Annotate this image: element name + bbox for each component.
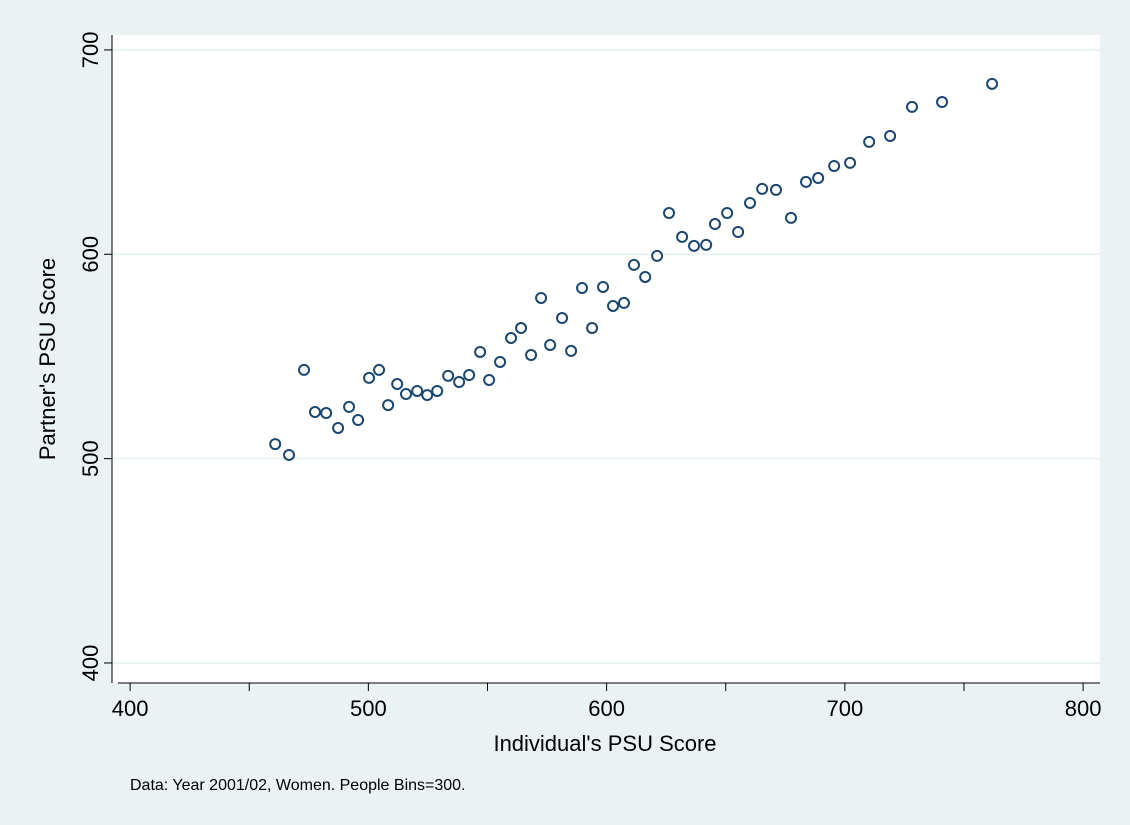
point [700, 238, 713, 251]
note: Data: Year 2001/02, Women. People Bins=3… [130, 777, 466, 794]
point [663, 206, 676, 219]
point [535, 292, 548, 305]
point [732, 225, 745, 238]
y-tick-label: 400 [78, 645, 103, 682]
x-tick-label: 800 [1065, 696, 1102, 721]
point [651, 249, 664, 262]
x-tick-label: 400 [112, 696, 149, 721]
point [474, 345, 487, 358]
point [576, 281, 589, 294]
point [565, 344, 578, 357]
point [363, 371, 376, 384]
point [269, 438, 282, 451]
point [744, 196, 757, 209]
point [769, 183, 782, 196]
point [676, 230, 689, 243]
point [391, 378, 404, 391]
point [431, 384, 444, 397]
point [627, 258, 640, 271]
point [586, 322, 599, 335]
point [688, 239, 701, 252]
point [515, 322, 528, 335]
point [756, 182, 769, 195]
point [906, 100, 919, 113]
point [399, 388, 412, 401]
point [382, 399, 395, 412]
x-tick-label: 700 [826, 696, 863, 721]
point [639, 270, 652, 283]
point [463, 369, 476, 382]
point [597, 280, 610, 293]
point [411, 384, 424, 397]
point [884, 129, 897, 142]
point [844, 156, 857, 169]
point [332, 421, 345, 434]
point [721, 206, 734, 219]
point [544, 339, 557, 352]
point [607, 299, 620, 312]
point [343, 400, 356, 413]
point [556, 312, 569, 325]
y-tick-label: 500 [78, 440, 103, 477]
point [812, 172, 825, 185]
point [505, 332, 518, 345]
point [298, 363, 311, 376]
point [828, 159, 841, 172]
y-axis-label: Partner's PSU Score [35, 258, 60, 460]
point [800, 175, 813, 188]
point [863, 135, 876, 148]
point [352, 413, 365, 426]
point [320, 407, 333, 420]
point [421, 389, 434, 402]
y-tick-label: 600 [78, 236, 103, 273]
plot-area [112, 35, 1100, 683]
point [494, 355, 507, 368]
point [453, 375, 466, 388]
point [308, 406, 321, 419]
point [784, 211, 797, 224]
x-tick-label: 600 [588, 696, 625, 721]
point [283, 448, 296, 461]
point [373, 363, 386, 376]
x-tick-label: 500 [350, 696, 387, 721]
point [483, 373, 496, 386]
point [986, 77, 999, 90]
x-axis-label: Individual's PSU Score [493, 731, 716, 756]
point [708, 218, 721, 231]
point [442, 369, 455, 382]
point [525, 349, 538, 362]
y-tick-label: 700 [78, 32, 103, 69]
point [936, 96, 949, 109]
point [617, 296, 630, 309]
